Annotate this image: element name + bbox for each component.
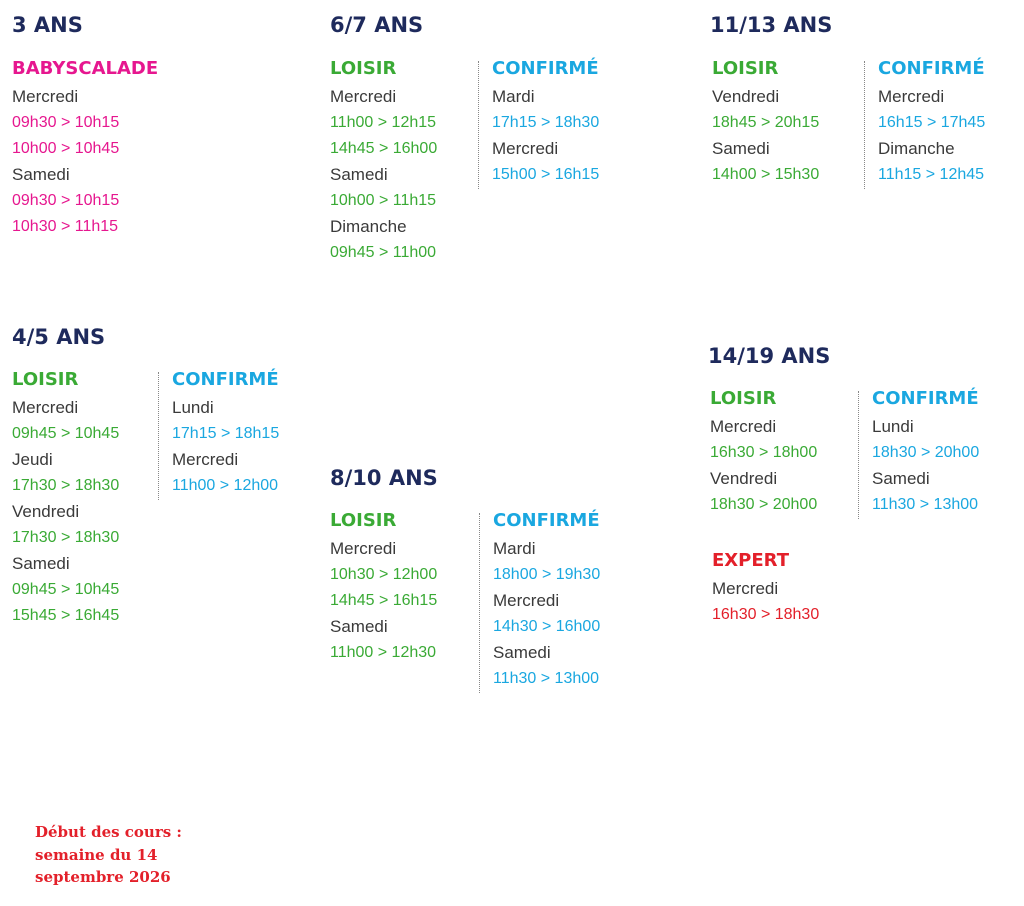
group-title: 3 ANS [12, 13, 83, 37]
footer-line: Début des cours : [35, 823, 182, 841]
time-slot: 14h30 > 16h00 [493, 618, 601, 635]
day: Mercredi [12, 398, 79, 417]
time-slot: 11h00 > 12h30 [330, 644, 437, 661]
group-title: 4/5 ANS [12, 325, 106, 349]
day: Vendredi [712, 87, 780, 106]
day: Lundi [172, 398, 214, 417]
level-name: CONFIRMÉ [878, 58, 985, 79]
level-name: LOISIR [330, 58, 397, 79]
time-slot: 11h00 > 12h00 [172, 477, 279, 494]
day: Mercredi [878, 87, 945, 106]
time-slot: 17h30 > 18h30 [12, 477, 120, 494]
day: Samedi [330, 165, 388, 184]
day: Lundi [872, 417, 914, 436]
day: Dimanche [878, 139, 955, 158]
column-separator [158, 372, 159, 500]
day: Mercredi [492, 139, 559, 158]
day: Mercredi [12, 87, 79, 106]
time-slot: 09h30 > 10h15 [12, 192, 120, 209]
day: Samedi [330, 617, 388, 636]
column-separator [864, 61, 865, 189]
day: Mercredi [330, 539, 397, 558]
time-slot: 18h30 > 20h00 [710, 496, 818, 513]
level-name: CONFIRMÉ [493, 510, 600, 531]
time-slot: 18h45 > 20h15 [712, 114, 820, 131]
time-slot: 15h00 > 16h15 [492, 166, 600, 183]
footer-line: septembre 2026 [35, 868, 171, 886]
group-title: 14/19 ANS [708, 344, 831, 368]
time-slot: 11h00 > 12h15 [330, 114, 437, 131]
time-slot: 10h30 > 11h15 [12, 218, 119, 235]
day: Mardi [493, 539, 536, 558]
day: Samedi [493, 643, 551, 662]
time-slot: 14h00 > 15h30 [712, 166, 820, 183]
time-slot: 11h15 > 12h45 [878, 166, 985, 183]
time-slot: 14h45 > 16h15 [330, 592, 438, 609]
level-name: CONFIRMÉ [492, 58, 599, 79]
day: Mardi [492, 87, 535, 106]
group-title: 8/10 ANS [330, 466, 438, 490]
day: Mercredi [172, 450, 239, 469]
time-slot: 10h00 > 10h45 [12, 140, 120, 157]
group-title: 6/7 ANS [330, 13, 424, 37]
day: Mercredi [493, 591, 560, 610]
group-title: 11/13 ANS [710, 13, 833, 37]
day: Mercredi [710, 417, 777, 436]
day: Vendredi [710, 469, 778, 488]
day: Vendredi [12, 502, 80, 521]
time-slot: 16h30 > 18h30 [712, 606, 820, 623]
column-separator [858, 391, 859, 519]
level-name: CONFIRMÉ [172, 369, 279, 390]
time-slot: 11h30 > 13h00 [493, 670, 600, 687]
time-slot: 09h45 > 11h00 [330, 244, 437, 261]
day: Samedi [872, 469, 930, 488]
day: Samedi [12, 554, 70, 573]
time-slot: 15h45 > 16h45 [12, 607, 120, 624]
day: Dimanche [330, 217, 407, 236]
level-name: BABYSCALADE [12, 58, 159, 79]
day: Samedi [712, 139, 770, 158]
time-slot: 09h45 > 10h45 [12, 581, 120, 598]
time-slot: 11h30 > 13h00 [872, 496, 979, 513]
level-name: LOISIR [710, 388, 777, 409]
time-slot: 10h00 > 11h15 [330, 192, 437, 209]
time-slot: 18h30 > 20h00 [872, 444, 980, 461]
column-separator [479, 513, 480, 693]
time-slot: 17h30 > 18h30 [12, 529, 120, 546]
level-name: CONFIRMÉ [872, 388, 979, 409]
footer-line: semaine du 14 [35, 845, 158, 864]
level-name: LOISIR [712, 58, 779, 79]
level-name: LOISIR [12, 369, 79, 390]
day: Jeudi [12, 450, 53, 469]
time-slot: 18h00 > 19h30 [493, 566, 601, 583]
day: Mercredi [712, 579, 779, 598]
time-slot: 09h45 > 10h45 [12, 425, 120, 442]
time-slot: 16h15 > 17h45 [878, 114, 986, 131]
time-slot: 16h30 > 18h00 [710, 444, 818, 461]
time-slot: 17h15 > 18h15 [172, 425, 280, 442]
day: Mercredi [330, 87, 397, 106]
column-separator [478, 61, 479, 189]
time-slot: 14h45 > 16h00 [330, 140, 438, 157]
time-slot: 09h30 > 10h15 [12, 114, 120, 131]
level-name: LOISIR [330, 510, 397, 531]
level-name: EXPERT [712, 550, 789, 571]
time-slot: 17h15 > 18h30 [492, 114, 600, 131]
day: Samedi [12, 165, 70, 184]
time-slot: 10h30 > 12h00 [330, 566, 438, 583]
